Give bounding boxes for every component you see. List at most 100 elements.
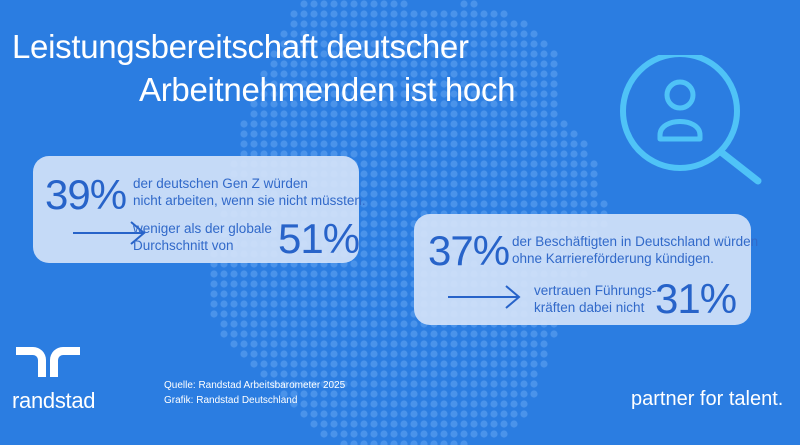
map-dot: [540, 160, 548, 168]
map-dot: [520, 170, 528, 178]
map-dot: [330, 120, 338, 128]
map-dot: [510, 160, 518, 168]
map-dot: [550, 80, 558, 88]
map-dot: [370, 30, 378, 38]
map-dot: [510, 350, 518, 358]
map-dot: [430, 390, 438, 398]
map-dot: [340, 10, 348, 18]
map-dot: [380, 70, 388, 78]
map-dot: [420, 20, 428, 28]
map-dot: [330, 90, 338, 98]
map-dot: [330, 10, 338, 18]
map-dot: [530, 360, 538, 368]
map-dot: [520, 180, 528, 188]
map-dot: [340, 430, 348, 438]
stat-card-gen-z: 39% der deutschen Gen Z würden nicht arb…: [33, 156, 366, 263]
map-dot: [570, 170, 578, 178]
map-dot: [300, 130, 308, 138]
map-dot: [310, 390, 318, 398]
map-dot: [490, 430, 498, 438]
map-dot: [430, 30, 438, 38]
map-dot: [310, 40, 318, 48]
map-dot: [430, 370, 438, 378]
map-dot: [510, 330, 518, 338]
map-dot: [260, 300, 268, 308]
map-dot: [450, 120, 458, 128]
map-dot: [470, 180, 478, 188]
map-dot: [450, 200, 458, 208]
map-dot: [420, 80, 428, 88]
map-dot: [270, 80, 278, 88]
map-dot: [350, 380, 358, 388]
map-dot: [530, 330, 538, 338]
map-dot: [360, 250, 368, 258]
map-dot: [340, 270, 348, 278]
map-dot: [550, 60, 558, 68]
map-dot: [480, 200, 488, 208]
map-dot: [380, 50, 388, 58]
map-dot: [450, 60, 458, 68]
map-dot: [520, 360, 528, 368]
map-dot: [430, 360, 438, 368]
map-dot: [340, 410, 348, 418]
map-dot: [450, 40, 458, 48]
map-dot: [390, 120, 398, 128]
map-dot: [440, 400, 448, 408]
map-dot: [480, 70, 488, 78]
map-dot: [540, 60, 548, 68]
map-dot: [420, 130, 428, 138]
map-dot: [440, 130, 448, 138]
map-dot: [430, 400, 438, 408]
map-dot: [370, 330, 378, 338]
map-dot: [470, 140, 478, 148]
map-dot: [520, 50, 528, 58]
map-dot: [350, 390, 358, 398]
map-dot: [450, 180, 458, 188]
map-dot: [380, 30, 388, 38]
map-dot: [510, 420, 518, 428]
map-dot: [270, 380, 278, 388]
map-dot: [370, 20, 378, 28]
map-dot: [410, 330, 418, 338]
map-dot: [310, 60, 318, 68]
map-dot: [490, 10, 498, 18]
map-dot: [390, 420, 398, 428]
map-dot: [390, 340, 398, 348]
map-dot: [310, 310, 318, 318]
map-dot: [380, 380, 388, 388]
map-dot: [430, 110, 438, 118]
map-dot: [450, 50, 458, 58]
map-dot: [380, 210, 388, 218]
map-dot: [400, 320, 408, 328]
map-dot: [430, 150, 438, 158]
map-dot: [280, 280, 288, 288]
map-dot: [530, 60, 538, 68]
map-dot: [470, 50, 478, 58]
map-dot: [500, 170, 508, 178]
map-dot: [390, 90, 398, 98]
map-dot: [430, 50, 438, 58]
map-dot: [320, 300, 328, 308]
map-dot: [560, 180, 568, 188]
map-dot: [330, 70, 338, 78]
map-dot: [360, 70, 368, 78]
map-dot: [400, 110, 408, 118]
map-dot: [460, 40, 468, 48]
map-dot: [500, 110, 508, 118]
map-dot: [500, 340, 508, 348]
map-dot: [400, 140, 408, 148]
map-dot: [500, 400, 508, 408]
map-dot: [250, 310, 258, 318]
map-dot: [420, 430, 428, 438]
map-dot: [320, 80, 328, 88]
map-dot: [400, 0, 408, 8]
map-dot: [500, 70, 508, 78]
map-dot: [390, 70, 398, 78]
map-dot: [450, 400, 458, 408]
map-dot: [460, 400, 468, 408]
map-dot: [370, 250, 378, 258]
map-dot: [420, 390, 428, 398]
map-dot: [310, 50, 318, 58]
map-dot: [280, 300, 288, 308]
map-dot: [300, 310, 308, 318]
